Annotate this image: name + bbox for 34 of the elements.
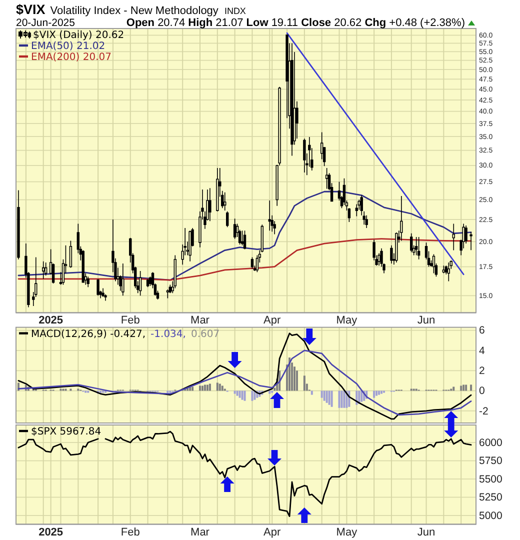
x-tick-label: Apr xyxy=(264,314,281,327)
x-tick-label: May xyxy=(336,314,358,327)
chart-title: $VIX xyxy=(16,2,46,17)
y-tick-label: 6 xyxy=(479,324,485,337)
text: -1.034, xyxy=(150,328,186,340)
text: 0.607 xyxy=(190,328,220,340)
annotation: 20-Jun-2025 xyxy=(16,17,76,29)
x-tick-label: Mar xyxy=(190,526,210,539)
legend-label: MACD(12,26,9) -0.427, xyxy=(31,328,146,340)
y-tick-label: 5500 xyxy=(479,473,503,486)
legend-label: EMA(200) 20.07 xyxy=(31,52,112,63)
y-tick-label: 5250 xyxy=(479,492,503,504)
x-tick-label: Jun xyxy=(417,314,436,327)
x-tick-label: Apr xyxy=(264,526,281,539)
x-tick-label: 2025 xyxy=(38,314,64,327)
y-tick-label: 5750 xyxy=(479,455,503,468)
x-tick-label: Jun xyxy=(417,526,436,539)
legend-label: $SPX 5967.84 xyxy=(31,426,102,438)
y-tick-label: -2 xyxy=(479,405,488,418)
text: INDX xyxy=(224,6,246,16)
x-tick-label: 2025 xyxy=(38,526,64,539)
legend-label: EMA(50) 21.02 xyxy=(31,41,106,52)
x-tick-label: May xyxy=(336,526,358,539)
chart-subtitle: Volatility Index - New Methodology xyxy=(50,5,219,17)
y-tick-label: 6000 xyxy=(479,436,503,449)
y-tick-label: 0 xyxy=(479,385,485,398)
text: Open 20.74 High 21.07 Low 19.11 Close 20.62 Chg +0.48 (+2.38%) xyxy=(126,17,465,29)
x-tick-label: Mar xyxy=(190,314,210,327)
y-tick-label: 2 xyxy=(479,364,485,377)
x-tick-label: Feb xyxy=(120,526,140,539)
x-tick-label: Feb xyxy=(120,314,140,327)
legend-label: $VIX (Daily) 20.62 xyxy=(33,30,124,41)
y-tick-label: 4 xyxy=(479,344,485,357)
y-tick-label: 5000 xyxy=(479,510,503,522)
